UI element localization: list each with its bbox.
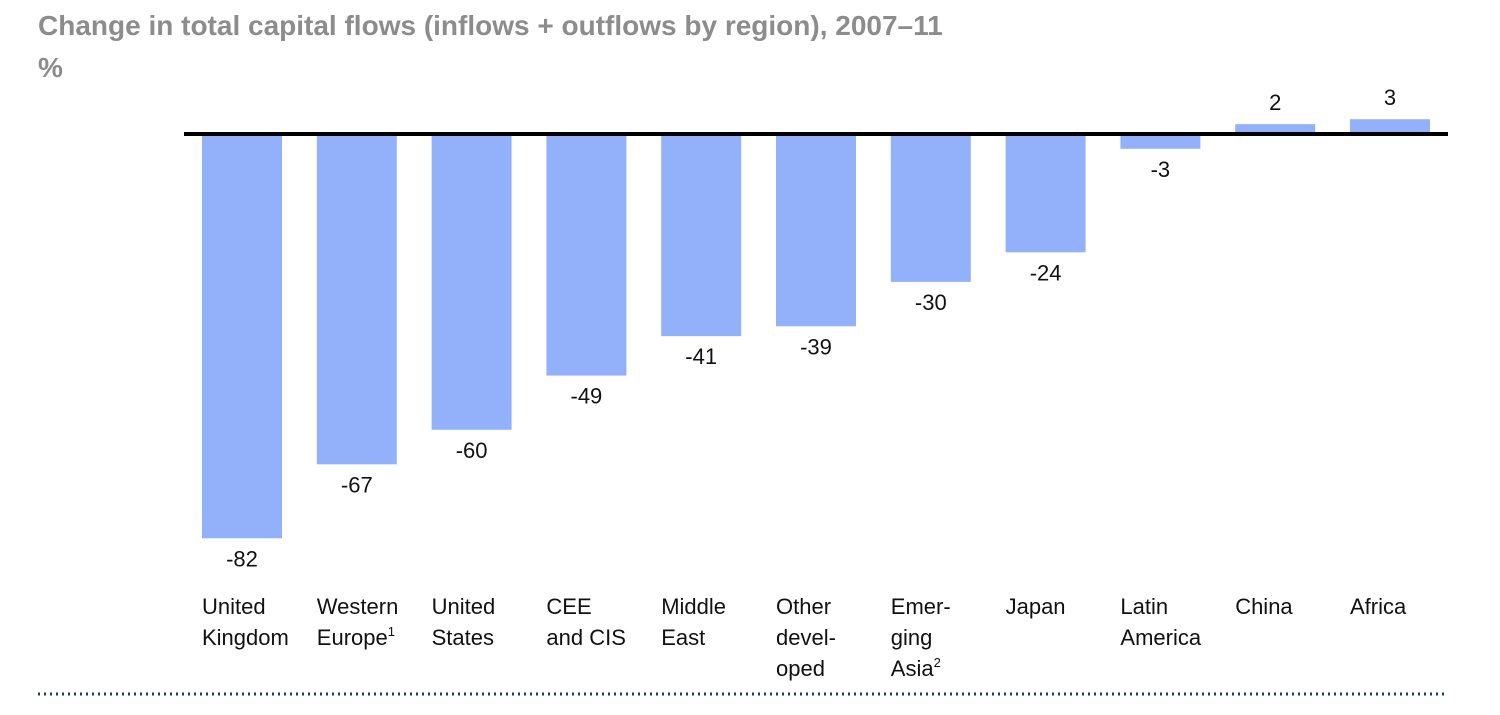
category-label-6-line-0: Emer-	[891, 594, 951, 619]
category-label-3-line-1: and CIS	[546, 625, 626, 650]
bar-8	[1120, 134, 1201, 149]
data-label-2: -60	[456, 438, 488, 463]
bar-3	[546, 134, 627, 376]
bar-1	[316, 134, 397, 465]
bar-5	[776, 134, 856, 327]
data-label-0: -82	[226, 546, 258, 571]
category-label-10-line-0: Africa	[1350, 594, 1407, 619]
category-label-0-line-0: United	[202, 594, 266, 619]
category-label-8-line-0: Latin	[1120, 594, 1168, 619]
data-labels-group: -82 -67 -60 -49 -41 -39 -30 -24 -3 2 3	[226, 85, 1396, 571]
category-label-1-line-1: Europe1	[317, 624, 395, 650]
category-label-1-line-0: Western	[317, 594, 399, 619]
bars-group	[202, 119, 1430, 539]
data-label-4: -41	[685, 344, 717, 369]
data-label-8: -3	[1151, 157, 1171, 182]
category-label-5-line-2: oped	[776, 656, 825, 681]
bar-7	[1005, 134, 1086, 253]
chart-unit: %	[38, 52, 63, 83]
category-label-4-line-0: Middle	[661, 594, 726, 619]
bar-9	[1235, 124, 1316, 134]
data-label-10: 3	[1384, 85, 1396, 110]
bar-4	[661, 134, 742, 337]
category-label-4-line-1: East	[661, 625, 705, 650]
bar-2	[431, 134, 512, 430]
category-label-9-line-0: China	[1235, 594, 1293, 619]
category-label-6-line-2: Asia2	[891, 655, 941, 681]
category-labels-group: United Kingdom Western Europe1 United States C…	[202, 594, 1407, 681]
bar-10	[1350, 119, 1430, 134]
category-label-5-line-0: Other	[776, 594, 831, 619]
category-label-8-line-1: America	[1120, 625, 1201, 650]
category-label-0-line-1: Kingdom	[202, 625, 289, 650]
bar-6	[890, 134, 971, 282]
category-label-2-line-1: States	[432, 625, 494, 650]
chart-title: Change in total capital flows (inflows +…	[38, 10, 943, 41]
data-label-1: -67	[341, 472, 373, 497]
data-label-9: 2	[1269, 90, 1281, 115]
bar-0	[202, 134, 282, 539]
category-label-3-line-0: CEE	[546, 594, 591, 619]
category-label-2-line-0: United	[432, 594, 496, 619]
data-label-6: -30	[915, 290, 947, 315]
data-label-3: -49	[571, 384, 603, 409]
data-label-5: -39	[800, 334, 832, 359]
category-label-6-line-1: ging	[891, 625, 933, 650]
category-label-7-line-0: Japan	[1006, 594, 1066, 619]
data-label-7: -24	[1030, 260, 1062, 285]
category-label-5-line-1: devel-	[776, 625, 836, 650]
